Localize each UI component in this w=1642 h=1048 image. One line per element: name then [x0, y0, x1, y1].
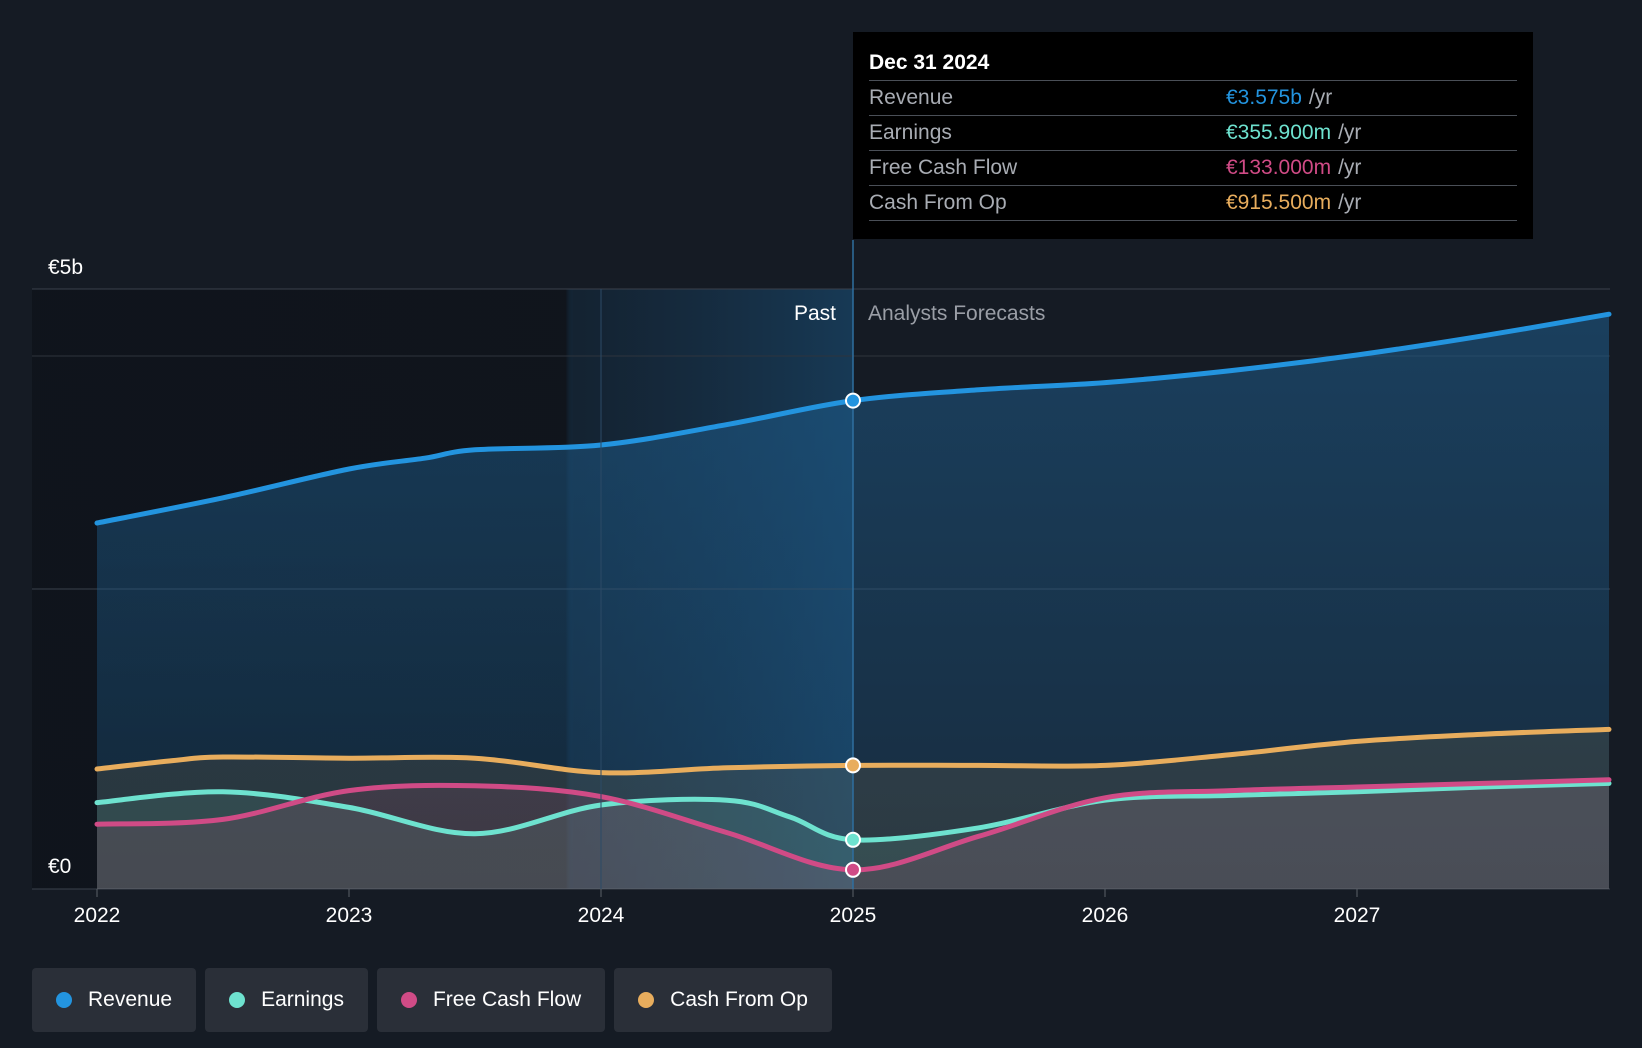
- tooltip-row-earnings: Earnings €355.900m /yr: [869, 115, 1517, 150]
- y-axis-label-top: €5b: [48, 256, 83, 279]
- earnings-highlight-point: [845, 831, 861, 848]
- tooltip-row-cfo: Cash From Op €915.500m /yr: [869, 185, 1517, 221]
- x-tick-label: 2023: [326, 904, 373, 927]
- tooltip-unit: /yr: [1308, 86, 1333, 109]
- x-tick-label: 2026: [1082, 904, 1129, 927]
- tooltip-label: Cash From Op: [869, 191, 1007, 214]
- x-tick-label: 2027: [1334, 904, 1381, 927]
- tooltip-unit: /yr: [1338, 156, 1362, 179]
- cfo-highlight-point: [845, 757, 861, 774]
- legend-item-fcf[interactable]: Free Cash Flow: [376, 968, 606, 1032]
- legend-label: Earnings: [261, 988, 344, 1011]
- hover-tooltip: Dec 31 2024 Revenue €3.575b /yr Earnings…: [853, 32, 1533, 239]
- x-tick-label: 2025: [830, 904, 877, 927]
- fcf-highlight-point: [845, 861, 861, 878]
- earnings-area: [97, 783, 1609, 889]
- tooltip-value: €355.900m: [1226, 121, 1332, 144]
- revenue-line: [94, 311, 1612, 526]
- legend-label: Revenue: [88, 988, 173, 1011]
- fcf-dot-icon: [400, 992, 417, 1008]
- tooltip-unit: /yr: [1338, 121, 1362, 144]
- x-tick-label: 2024: [578, 904, 625, 927]
- earnings-line: [94, 780, 1612, 843]
- legend: Revenue Earnings Free Cash Flow Cash Fro…: [32, 968, 832, 1032]
- legend-item-earnings[interactable]: Earnings: [205, 968, 368, 1032]
- tooltip-row-revenue: Revenue €3.575b /yr: [869, 80, 1517, 115]
- legend-item-cfo[interactable]: Cash From Op: [614, 968, 832, 1032]
- legend-label: Free Cash Flow: [432, 988, 582, 1011]
- tooltip-date: Dec 31 2024: [869, 51, 990, 74]
- revenue-highlight-point: [845, 392, 861, 409]
- earnings-dot-icon: [229, 992, 246, 1008]
- fcf-area: [97, 779, 1609, 889]
- cfo-line: [94, 726, 1612, 776]
- series-lines: [94, 311, 1612, 873]
- past-label: Past: [794, 302, 836, 325]
- y-axis-label-bottom: €0: [48, 855, 71, 878]
- tooltip-value: €133.000m: [1226, 156, 1332, 179]
- cfo-dot-icon: [638, 992, 655, 1008]
- tooltip-label: Earnings: [869, 121, 952, 144]
- tooltip-label: Revenue: [869, 86, 954, 109]
- tooltip-value: €915.500m: [1226, 191, 1332, 214]
- forecast-label: Analysts Forecasts: [868, 302, 1045, 325]
- highlight-points: [845, 392, 861, 878]
- tooltip-row-fcf: Free Cash Flow €133.000m /yr: [869, 150, 1517, 185]
- revenue-dot-icon: [56, 992, 72, 1008]
- tooltip-unit: /yr: [1338, 191, 1362, 214]
- x-tick-label: 2022: [74, 904, 121, 927]
- x-axis-ticks: 2022 2023 2024 2025 2026 2027: [74, 889, 1381, 927]
- legend-label: Cash From Op: [670, 988, 808, 1011]
- tooltip-label: Free Cash Flow: [869, 156, 1018, 179]
- tooltip-value: €3.575b: [1226, 86, 1302, 109]
- legend-item-revenue[interactable]: Revenue: [32, 968, 197, 1032]
